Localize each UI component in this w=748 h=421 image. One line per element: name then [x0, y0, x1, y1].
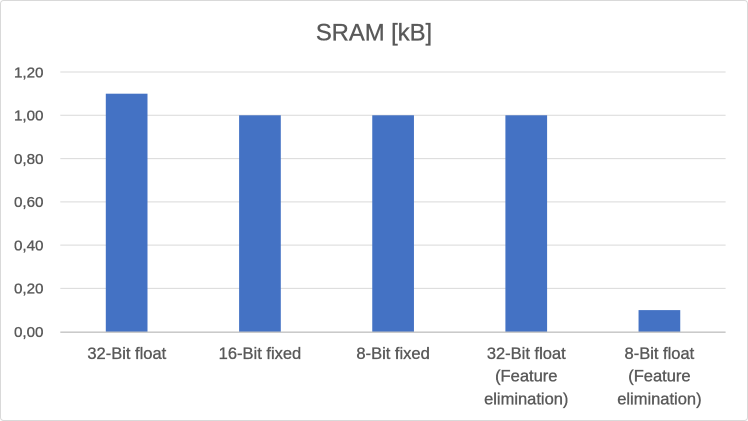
- svg-text:(Feature: (Feature: [495, 368, 557, 386]
- svg-text:(Feature: (Feature: [628, 368, 690, 386]
- svg-text:1,00: 1,00: [14, 108, 44, 125]
- svg-text:32-Bit float: 32-Bit float: [87, 345, 166, 363]
- svg-text:8-Bit fixed: 8-Bit fixed: [356, 345, 429, 363]
- svg-text:0,40: 0,40: [14, 237, 44, 254]
- svg-text:SRAM [kB]: SRAM [kB]: [316, 19, 432, 46]
- svg-text:1,20: 1,20: [14, 64, 44, 81]
- svg-text:elimination): elimination): [617, 390, 701, 408]
- svg-text:0,60: 0,60: [14, 194, 44, 211]
- svg-text:0,80: 0,80: [14, 151, 44, 168]
- svg-text:0,20: 0,20: [14, 281, 44, 298]
- svg-text:16-Bit fixed: 16-Bit fixed: [219, 345, 302, 363]
- svg-text:elimination): elimination): [484, 390, 568, 408]
- svg-text:8-Bit float: 8-Bit float: [625, 345, 695, 363]
- svg-text:32-Bit float: 32-Bit float: [487, 345, 566, 363]
- svg-text:0,00: 0,00: [14, 324, 44, 341]
